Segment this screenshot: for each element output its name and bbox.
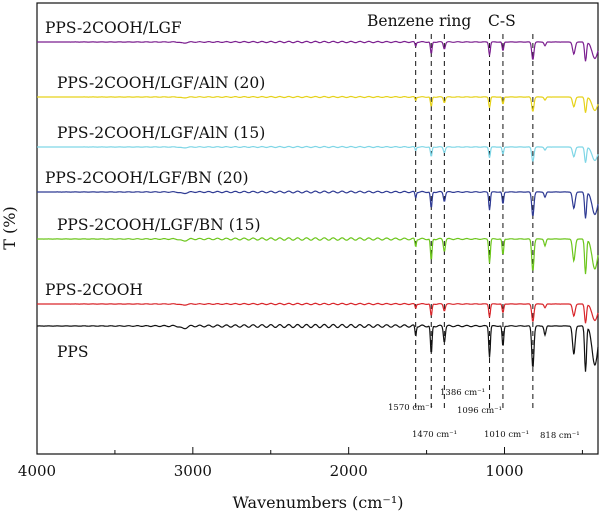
x-axis-title: Wavenumbers (cm⁻¹) (232, 493, 403, 512)
series-label: PPS-2COOH/LGF (45, 19, 182, 37)
series-label: PPS-2COOH/LGF/AlN (20) (57, 74, 265, 92)
series-line (37, 145, 599, 163)
peak-label: 1470 cm⁻¹ (412, 430, 457, 440)
peak-labels: 1570 cm⁻¹ 1470 cm⁻¹ 1386 cm⁻¹ 1096 cm⁻¹ 1010… (388, 388, 580, 441)
series-line (37, 237, 599, 275)
series-line (37, 40, 599, 62)
y-axis-title: T (%) (0, 206, 19, 249)
group-label-c-s: C-S (488, 12, 516, 30)
peak-label: 818 cm⁻¹ (540, 431, 580, 441)
series-line (37, 302, 599, 324)
series-line (37, 190, 599, 219)
peak-label: 1010 cm⁻¹ (484, 430, 529, 440)
peak-label: 1570 cm⁻¹ (388, 403, 433, 413)
x-tick-label: 2000 (330, 462, 368, 480)
group-label-benzene-ring: Benzene ring (367, 12, 471, 30)
series-labels: PPS-2COOH/LGF PPS-2COOH/LGF/AlN (20) PPS-2… (45, 19, 265, 361)
series-label: PPS (57, 343, 88, 361)
x-axis: 4000 3000 2000 1000 (18, 447, 583, 480)
series-label: PPS-2COOH/LGF/BN (15) (57, 216, 261, 234)
series-layer (37, 40, 599, 372)
peak-guide-lines (415, 34, 534, 410)
series-line (37, 323, 599, 372)
series-label: PPS-2COOH (45, 281, 143, 299)
peak-label: 1386 cm⁻¹ (440, 388, 485, 398)
peak-label: 1096 cm⁻¹ (457, 406, 502, 416)
series-label: PPS-2COOH/LGF/AlN (15) (57, 124, 265, 142)
series-label: PPS-2COOH/LGF/BN (20) (45, 169, 249, 187)
series-line (37, 95, 599, 113)
x-tick-label: 4000 (18, 462, 56, 480)
x-tick-label: 3000 (174, 462, 212, 480)
x-tick-label: 1000 (485, 462, 523, 480)
plot-frame (36, 2, 599, 455)
